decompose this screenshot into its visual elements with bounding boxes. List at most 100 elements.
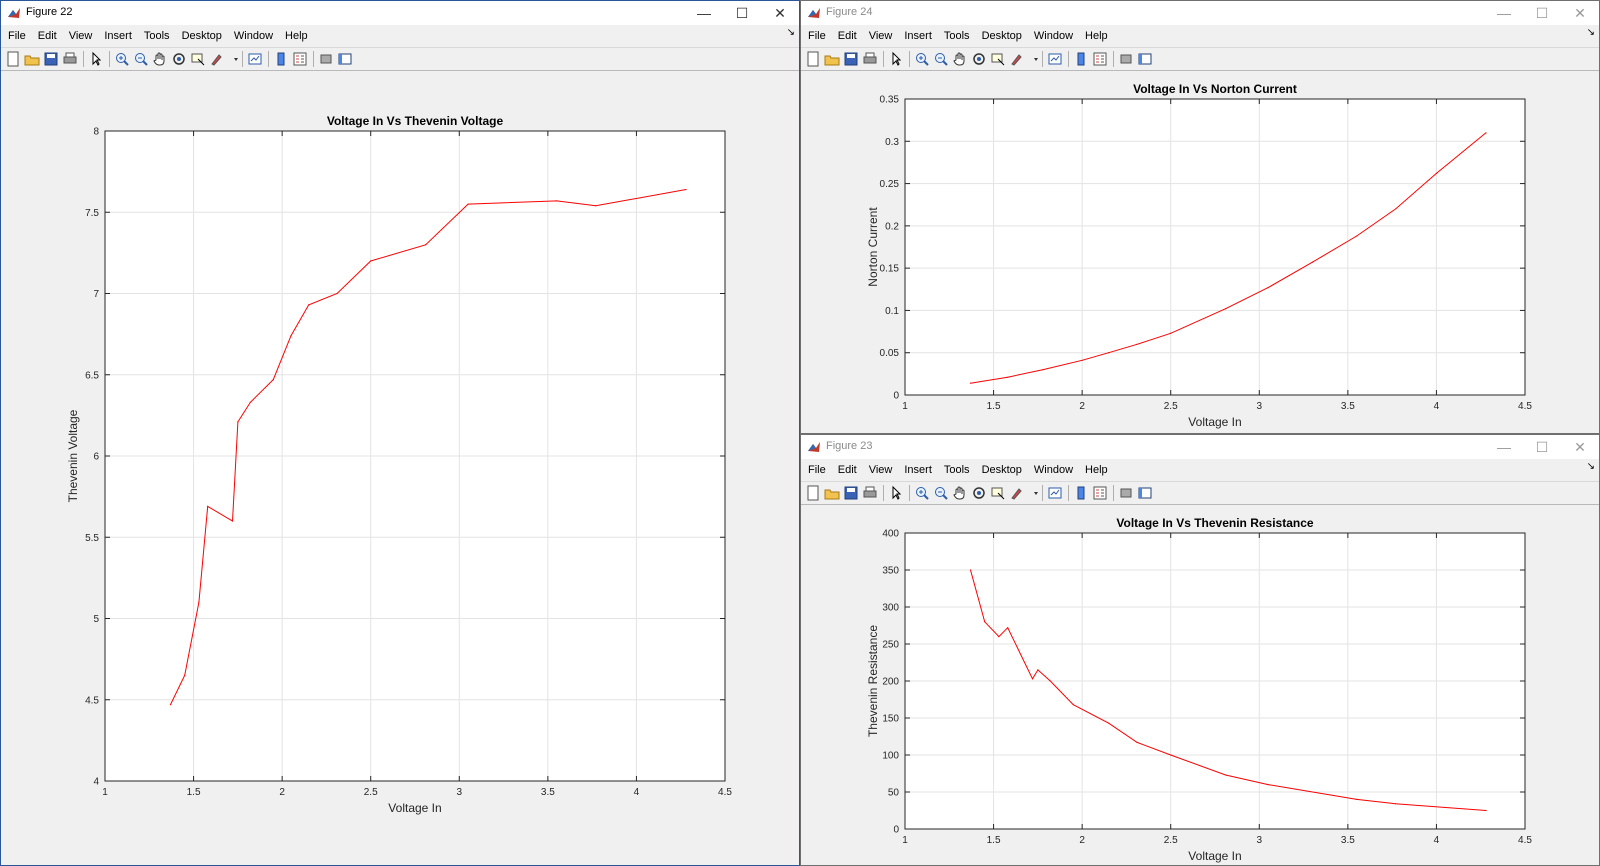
menu-tools[interactable]: Tools [943,30,970,42]
legend-icon[interactable] [1092,51,1108,67]
title-bar[interactable]: Figure 24 — ☐ ✕ [801,1,1599,25]
hide-plot-tools-icon[interactable] [1118,485,1134,501]
menu-window[interactable]: Window [233,30,274,42]
minimize-button[interactable]: — [1497,439,1511,455]
show-plot-tools-icon[interactable] [1137,485,1153,501]
rotate-3d-icon[interactable] [971,485,987,501]
y-tick-label: 300 [882,603,899,614]
new-figure-icon[interactable] [805,485,821,501]
data-cursor-icon[interactable] [990,485,1006,501]
menu-help[interactable]: Help [1085,464,1108,476]
pointer-icon[interactable] [888,51,904,67]
open-file-icon[interactable] [824,485,840,501]
pan-icon[interactable] [952,485,968,501]
pointer-icon[interactable] [888,485,904,501]
rotate-3d-icon[interactable] [971,51,987,67]
maximize-button[interactable]: ☐ [1535,5,1549,21]
menu-edit[interactable]: Edit [37,30,57,42]
show-plot-tools-icon[interactable] [1137,51,1153,67]
link-plot-icon[interactable] [1047,485,1063,501]
colorbar-icon[interactable] [273,51,289,67]
data-point [1007,376,1009,378]
figure-area: 1 1.5 2 2.5 3 3.5 4 4.5 0 0.05 0.1 0.15 0.2 0.25 0.3 0.… [801,71,1599,433]
close-button[interactable]: ✕ [774,5,786,21]
menu-bar: File Edit View Insert Tools Desktop Window Help… [801,25,1599,47]
menu-view[interactable]: View [868,30,893,42]
link-plot-icon[interactable] [247,51,263,67]
chart-title: Voltage In Vs Norton Current [1133,82,1297,96]
pan-icon[interactable] [152,51,168,67]
legend-icon[interactable] [292,51,308,67]
data-point [1037,669,1039,671]
colorbar-icon[interactable] [1073,51,1089,67]
menu-file[interactable]: File [808,464,826,476]
menu-file[interactable]: File [808,30,826,42]
menu-help[interactable]: Help [285,30,308,42]
save-icon[interactable] [843,51,859,67]
dock-arrow-icon[interactable]: ↘ [1586,27,1595,38]
minimize-button[interactable]: — [1497,5,1511,21]
menu-desktop[interactable]: Desktop [181,30,222,42]
zoom-in-icon[interactable] [914,485,930,501]
zoom-out-icon[interactable] [933,51,949,67]
menu-tools[interactable]: Tools [943,464,970,476]
data-point [969,569,972,571]
menu-tools[interactable]: Tools [143,30,170,42]
title-bar[interactable]: Figure 23 — ☐ ✕ [801,435,1599,459]
dock-arrow-icon[interactable]: ↘ [786,27,795,38]
title-bar[interactable]: Figure 22 — ☐ ✕ [1,1,799,25]
link-plot-icon[interactable] [1047,51,1063,67]
save-icon[interactable] [843,485,859,501]
open-file-icon[interactable] [24,51,40,67]
zoom-out-icon[interactable] [133,51,149,67]
window-title: Figure 22 [26,6,73,18]
menu-insert[interactable]: Insert [104,30,132,42]
print-icon[interactable] [862,485,878,501]
menu-file[interactable]: File [8,30,26,42]
x-tick-label: 3 [1257,401,1263,412]
dock-arrow-icon[interactable]: ↘ [1586,461,1595,472]
close-button[interactable]: ✕ [1574,5,1586,21]
print-icon[interactable] [862,51,878,67]
legend-icon[interactable] [1092,485,1108,501]
brush-icon[interactable] [209,51,225,67]
dropdown-arrow-icon[interactable] [228,51,244,67]
dropdown-arrow-icon[interactable] [1028,51,1044,67]
maximize-button[interactable]: ☐ [1535,439,1549,455]
menu-view[interactable]: View [68,30,93,42]
new-figure-icon[interactable] [5,51,21,67]
menu-window[interactable]: Window [1033,464,1074,476]
menu-view[interactable]: View [868,464,893,476]
menu-edit[interactable]: Edit [837,464,857,476]
hide-plot-tools-icon[interactable] [318,51,334,67]
dropdown-arrow-icon[interactable] [1028,485,1044,501]
menu-edit[interactable]: Edit [837,30,857,42]
zoom-in-icon[interactable] [914,51,930,67]
data-cursor-icon[interactable] [990,51,1006,67]
brush-icon[interactable] [1009,485,1025,501]
zoom-out-icon[interactable] [933,485,949,501]
brush-icon[interactable] [1009,51,1025,67]
menu-desktop[interactable]: Desktop [981,464,1022,476]
pointer-icon[interactable] [88,51,104,67]
open-file-icon[interactable] [824,51,840,67]
menu-insert[interactable]: Insert [904,30,932,42]
pan-icon[interactable] [952,51,968,67]
save-icon[interactable] [43,51,59,67]
menu-insert[interactable]: Insert [904,464,932,476]
minimize-button[interactable]: — [697,5,711,21]
maximize-button[interactable]: ☐ [735,5,749,21]
rotate-3d-icon[interactable] [171,51,187,67]
menu-help[interactable]: Help [1085,30,1108,42]
zoom-in-icon[interactable] [114,51,130,67]
show-plot-tools-icon[interactable] [337,51,353,67]
menu-window[interactable]: Window [1033,30,1074,42]
hide-plot-tools-icon[interactable] [1118,51,1134,67]
data-cursor-icon[interactable] [190,51,206,67]
colorbar-icon[interactable] [1073,485,1089,501]
new-figure-icon[interactable] [805,51,821,67]
close-button[interactable]: ✕ [1574,439,1586,455]
print-icon[interactable] [62,51,78,67]
menu-desktop[interactable]: Desktop [981,30,1022,42]
x-tick-label: 1 [102,787,108,798]
